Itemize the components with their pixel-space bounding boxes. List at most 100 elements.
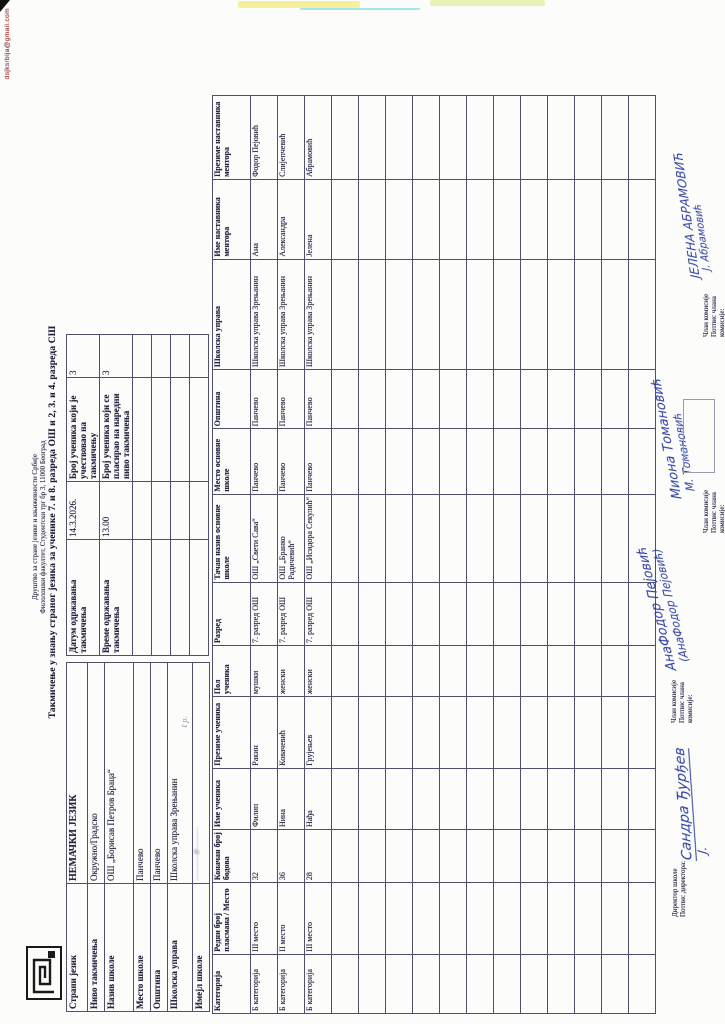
results-empty-row [601,95,629,1014]
empty-cell [132,539,152,656]
empty-cell [493,954,521,1014]
info-row: Имејл школе ……………@………… [192,662,210,1012]
empty-cell [132,481,152,540]
empty-cell [520,494,548,583]
results-header-cell: Школска управа [212,259,251,370]
results-cell: Панчево [250,428,278,495]
empty-cell [547,696,575,769]
results-cell: Школска управа Зрењанин [250,259,278,370]
info-row: Општина Панчево [150,662,168,1012]
empty-cell [331,428,359,495]
empty-cell [331,882,359,955]
empty-cell [601,95,629,180]
results-cell: Панчево [304,428,332,495]
empty-cell [385,882,413,955]
session-label: Време одржавања такмичења [99,539,133,656]
session-row: Датум одржавања такмичења 14.3.2026. Број … [66,334,100,656]
results-cell: Ана [250,179,278,260]
empty-cell [412,428,440,495]
empty-cell [412,645,440,697]
empty-cell [601,882,629,955]
empty-cell [331,494,359,583]
empty-cell [151,539,171,656]
empty-cell [493,882,521,955]
empty-cell [601,369,629,429]
empty-cell [439,369,467,429]
empty-cell [493,494,521,583]
empty-cell [601,696,629,769]
empty-cell [439,428,467,495]
empty-cell [493,95,521,180]
results-cell: Нина [277,768,305,830]
empty-cell [574,582,602,646]
empty-cell [520,179,548,260]
signature-label-line: Потпис директора: [679,860,687,917]
results-header-cell: Разред [212,582,251,646]
document-title: Такмичење у знању страног језика за учен… [48,325,58,719]
empty-cell [493,259,521,370]
results-row: Б категорија II место 36 Нина Ковачевић женск… [277,95,305,1014]
school-info-table: Страни језик НЕМАЧКИ ЈЕЗИК Ниво такмичења О… [66,662,210,1012]
signature-label-line: Члан комисије [702,293,710,337]
empty-cell [132,377,152,482]
empty-cell [385,369,413,429]
results-cell: Панчево [277,428,305,495]
empty-cell [189,481,209,540]
signature-label-line: Члан комисије [670,679,678,723]
results-empty-row [412,95,440,1014]
signature-label: Члан комисије Потпис члана комисије: [702,490,725,533]
empty-cell [189,334,209,378]
empty-cell [439,494,467,583]
empty-cell [439,259,467,370]
empty-cell [385,259,413,370]
empty-cell [520,582,548,646]
empty-cell [331,768,359,830]
empty-cell [385,768,413,830]
info-row: Школска управа Школска управа Зрењанин [167,662,193,1012]
empty-cell [358,768,386,830]
results-cell: женски [304,645,332,697]
results-header-cell: Општина [212,369,251,429]
empty-cell [601,645,629,697]
empty-cell [466,494,494,583]
empty-cell [601,179,629,260]
empty-cell [466,645,494,697]
empty-cell [574,369,602,429]
empty-cell [628,259,656,370]
empty-cell [601,428,629,495]
results-cell: Школска управа Зрењанин [277,259,305,370]
empty-cell [547,428,575,495]
info-label: Страни језик [66,883,88,1012]
results-empty-row [520,95,548,1014]
empty-cell [547,954,575,1014]
signature-label-line: комисије: [718,308,725,337]
session-info-table: Датум одржавања такмичења 14.3.2026. Број … [66,334,209,656]
results-cell: ОШ „Исидора Секулић“ [304,494,332,583]
results-cell: Панчево [304,369,332,429]
results-cell: 7. разред ОШ [250,582,278,646]
empty-cell [628,696,656,769]
results-cell: 28 [304,829,332,883]
info-value: Панчево [150,662,168,884]
empty-cell [493,179,521,260]
signature-label-line: Потпис члана [710,296,718,337]
empty-cell [493,645,521,697]
empty-cell [547,582,575,646]
empty-cell [358,645,386,697]
empty-cell [466,829,494,883]
empty-cell [493,768,521,830]
empty-cell [547,494,575,583]
empty-cell [385,645,413,697]
info-row: Назив школе ОШ „Борисав Петров Браца“ [104,662,134,1012]
empty-cell [331,954,359,1014]
results-header-cell: Пол ученика [212,645,251,697]
signature-label-line: Директор школе [671,868,679,917]
results-cell: Ракин [250,696,278,769]
info-value: ОШ „Борисав Петров Браца“ [104,662,134,884]
society-logo-icon [26,946,67,1000]
empty-cell [439,95,467,180]
empty-cell [331,369,359,429]
empty-cell [493,829,521,883]
results-header-row: Категорија Редни број пласмана / Место Кон… [212,95,251,1014]
empty-cell [331,829,359,883]
